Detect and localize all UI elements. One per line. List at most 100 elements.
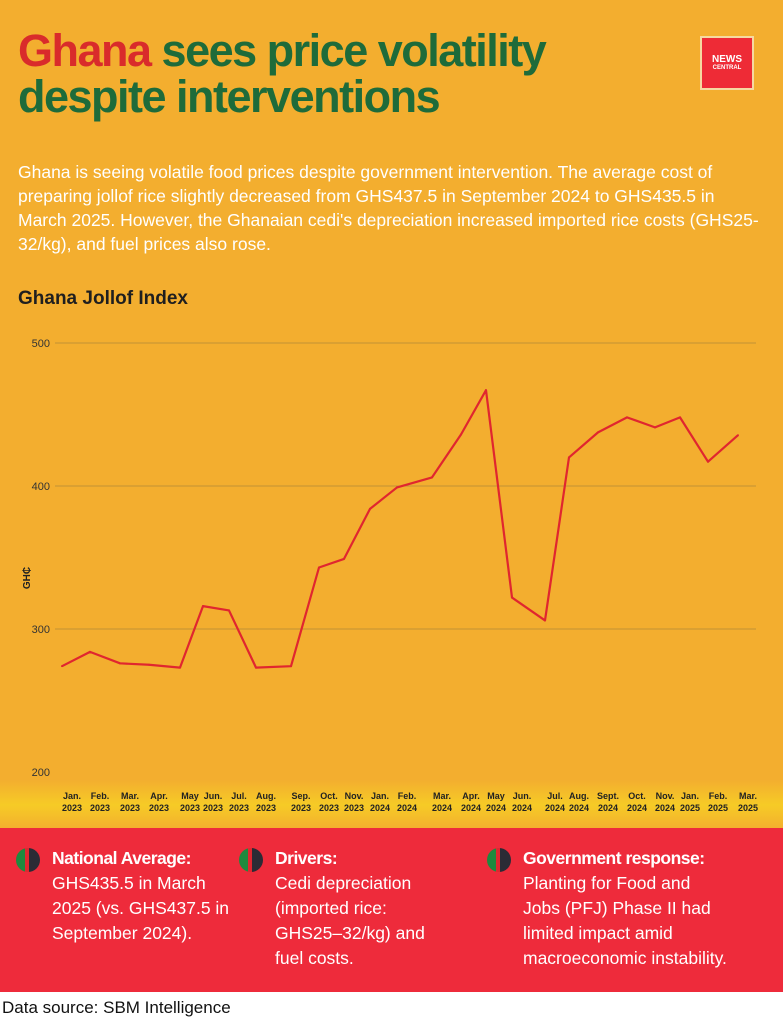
x-tick-year: 2025 [708, 803, 728, 813]
panel-line: GHS435.5 in March [52, 873, 206, 893]
x-tick-month: Feb. [398, 791, 417, 801]
x-tick-year: 2024 [397, 803, 417, 813]
x-tick-year: 2023 [203, 803, 223, 813]
panel-line: macroeconomic instability. [523, 948, 727, 968]
data-point [737, 434, 739, 437]
data-point [511, 596, 513, 599]
panel-line: fuel costs. [275, 948, 354, 968]
x-tick-year: 2023 [344, 803, 364, 813]
y-axis-label: GH₵ [21, 567, 33, 589]
data-point [228, 609, 230, 612]
panel-heading: National Average: [52, 848, 192, 868]
panel-heading: Drivers: [275, 848, 338, 868]
data-line [61, 389, 739, 669]
x-tick-year: 2023 [229, 803, 249, 813]
x-tick-year: 2024 [569, 803, 589, 813]
data-point [707, 460, 709, 463]
panel-line: Jobs (PFJ) Phase II had [523, 898, 711, 918]
chart-title: Ghana Jollof Index [18, 288, 188, 309]
x-tick-month: Mar. [433, 791, 451, 801]
x-tick-year: 2024 [512, 803, 532, 813]
panel-national-average: National Average: GHS435.5 in March 2025… [16, 846, 252, 946]
x-tick-year: 2024 [370, 803, 390, 813]
x-tick-month: Jan. [681, 791, 699, 801]
x-tick-month: Mar. [739, 791, 757, 801]
x-tick-year: 2023 [180, 803, 200, 813]
line-chart: 200 300 400 500 GH₵ Jan. 2023 Feb. 2023 Mar. 2023 A… [21, 338, 758, 813]
data-point [679, 416, 681, 419]
x-tick-year: 2023 [120, 803, 140, 813]
x-tick-year: 2025 [680, 803, 700, 813]
panel-line: (imported rice: [275, 898, 387, 918]
data-point [179, 666, 181, 669]
panel-line: Planting for Food and [523, 873, 691, 893]
x-tick-month: Nov. [345, 791, 364, 801]
x-tick-month: Sept. [597, 791, 619, 801]
x-tick-year: 2024 [598, 803, 618, 813]
data-point [290, 665, 292, 668]
infographic-background [0, 0, 783, 830]
x-tick-year: 2023 [62, 803, 82, 813]
data-point [568, 456, 570, 459]
x-tick-year: 2024 [545, 803, 565, 813]
panel-heading: Government response: [523, 848, 705, 868]
data-point [460, 433, 462, 436]
data-point [369, 507, 371, 510]
data-point [61, 665, 63, 668]
data-point [431, 476, 433, 479]
intro-text: Ghana is seeing volatile food prices des… [18, 162, 759, 254]
x-tick-month: Oct. [628, 791, 646, 801]
news-central-logo: NEWS CENTRAL [700, 36, 754, 90]
panel-line: Cedi depreciation [275, 873, 412, 893]
y-tick-label: 300 [32, 624, 50, 636]
x-tick-month: Nov. [656, 791, 675, 801]
panel-line: GHS25–32/kg) and [275, 923, 425, 943]
x-tick-month: Feb. [709, 791, 728, 801]
title-highlight: Ghana [18, 25, 152, 76]
y-tick-label: 200 [32, 767, 50, 779]
x-tick-month: Jan. [63, 791, 81, 801]
y-tick-label: 500 [32, 338, 50, 350]
data-point [654, 426, 656, 429]
x-tick-month: Aug. [569, 791, 589, 801]
y-tick-label: 400 [32, 481, 50, 493]
x-tick-year: 2025 [738, 803, 758, 813]
data-point [119, 662, 121, 665]
data-point [89, 650, 91, 653]
x-tick-month: Aug. [256, 791, 276, 801]
data-point [597, 431, 599, 434]
x-tick-year: 2024 [627, 803, 647, 813]
logo-line2: CENTRAL [712, 64, 742, 71]
x-tick-year: 2024 [461, 803, 481, 813]
x-tick-year: 2023 [149, 803, 169, 813]
x-tick-month: Jan. [371, 791, 389, 801]
x-tick-month: Sep. [291, 791, 310, 801]
x-tick-year: 2024 [432, 803, 452, 813]
x-tick-month: Jun. [204, 791, 223, 801]
x-tick-year: 2023 [319, 803, 339, 813]
x-tick-year: 2023 [291, 803, 311, 813]
x-tick-year: 2023 [256, 803, 276, 813]
flag-circle-icon [16, 848, 40, 872]
x-tick-month: Mar. [121, 791, 139, 801]
x-tick-month: Jul. [547, 791, 563, 801]
page-title: Ghana sees price volatility despite inte… [18, 28, 698, 120]
panel-line: limited impact amid [523, 923, 673, 943]
x-tick-month: Apr. [150, 791, 168, 801]
x-tick-month: May [487, 791, 505, 801]
data-point [343, 557, 345, 560]
x-axis-band [0, 780, 783, 830]
panel-line: 2025 (vs. GHS437.5 in [52, 898, 230, 918]
x-tick-year: 2023 [90, 803, 110, 813]
data-point [255, 666, 257, 669]
data-point [626, 416, 628, 419]
data-point [148, 663, 150, 666]
x-tick-year: 2024 [655, 803, 675, 813]
data-point [202, 605, 204, 608]
x-tick-year: 2024 [486, 803, 506, 813]
logo-line1: NEWS [712, 53, 742, 65]
x-tick-month: May [181, 791, 199, 801]
title-rest: sees price volatility despite interventi… [18, 25, 547, 122]
panel-line: September 2024). [52, 923, 193, 943]
x-tick-month: Jun. [513, 791, 532, 801]
